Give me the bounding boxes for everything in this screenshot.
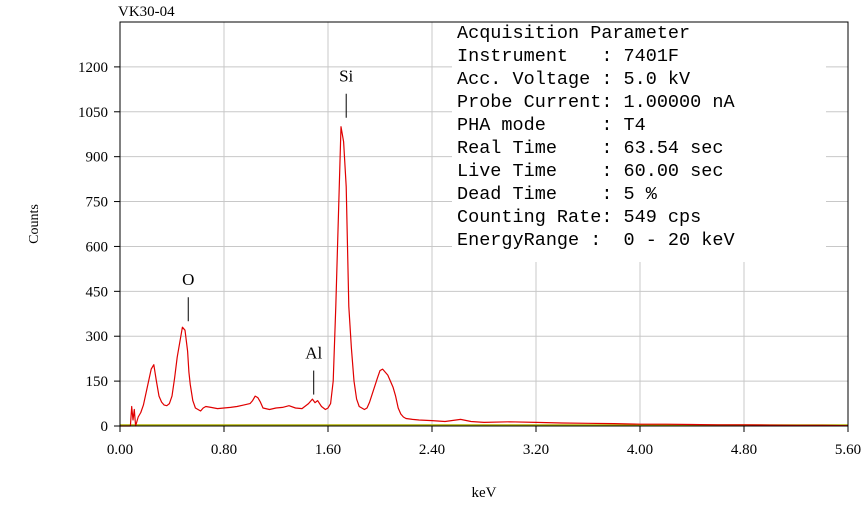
x-tick-label: 2.40 xyxy=(419,442,445,458)
y-tick-label: 600 xyxy=(86,239,109,255)
parameter-line: EnergyRange : 0 - 20 keV xyxy=(457,230,735,251)
plot-frame xyxy=(119,21,849,427)
y-tick-label: 900 xyxy=(86,150,109,166)
peak-label: Si xyxy=(339,67,353,86)
x-tick-label: 4.80 xyxy=(731,442,757,458)
x-tick-label: 0.00 xyxy=(107,442,133,458)
x-tick-label: 5.60 xyxy=(835,442,861,458)
annotations-layer: O Al Si xyxy=(182,67,354,395)
chart-title: VK30-04 xyxy=(118,4,175,20)
parameter-line: Probe Current: 1.00000 nA xyxy=(457,92,735,113)
x-tick-label: 0.80 xyxy=(211,442,237,458)
parameter-line: Real Time : 63.54 sec xyxy=(457,138,723,159)
y-tick-label: 450 xyxy=(86,284,109,300)
y-tick-label: 1200 xyxy=(78,60,108,76)
x-tick-label: 3.20 xyxy=(523,442,549,458)
parameters-box-background xyxy=(452,18,826,262)
axis-ticks: 0.00 0.80 1.60 2.40 3.20 4.00 4.80 5.60 0 150 300 4… xyxy=(78,60,861,458)
parameter-line: Acc. Voltage : 5.0 kV xyxy=(457,69,690,90)
parameter-line: Counting Rate: 549 cps xyxy=(457,207,701,228)
parameter-line: Dead Time : 5 % xyxy=(457,184,658,205)
parameter-line: PHA mode : T4 xyxy=(457,115,646,136)
parameter-line: Instrument : 7401F xyxy=(457,46,679,67)
y-tick-label: 1050 xyxy=(78,105,108,121)
y-tick-label: 750 xyxy=(86,195,109,211)
x-axis-label: keV xyxy=(472,485,497,501)
x-tick-label: 1.60 xyxy=(315,442,341,458)
y-tick-label: 150 xyxy=(86,374,109,390)
series-layer xyxy=(120,126,849,427)
y-tick-label: 0 xyxy=(101,419,109,435)
parameter-line: Live Time : 60.00 sec xyxy=(457,161,723,182)
parameter-line: Acquisition Parameter xyxy=(457,23,690,44)
y-axis-label: Counts xyxy=(27,204,42,244)
peak-label: Al xyxy=(305,344,322,363)
x-tick-label: 4.00 xyxy=(627,442,653,458)
peak-label: O xyxy=(182,270,194,289)
spectrum-line xyxy=(120,126,849,427)
y-tick-label: 300 xyxy=(86,329,109,345)
